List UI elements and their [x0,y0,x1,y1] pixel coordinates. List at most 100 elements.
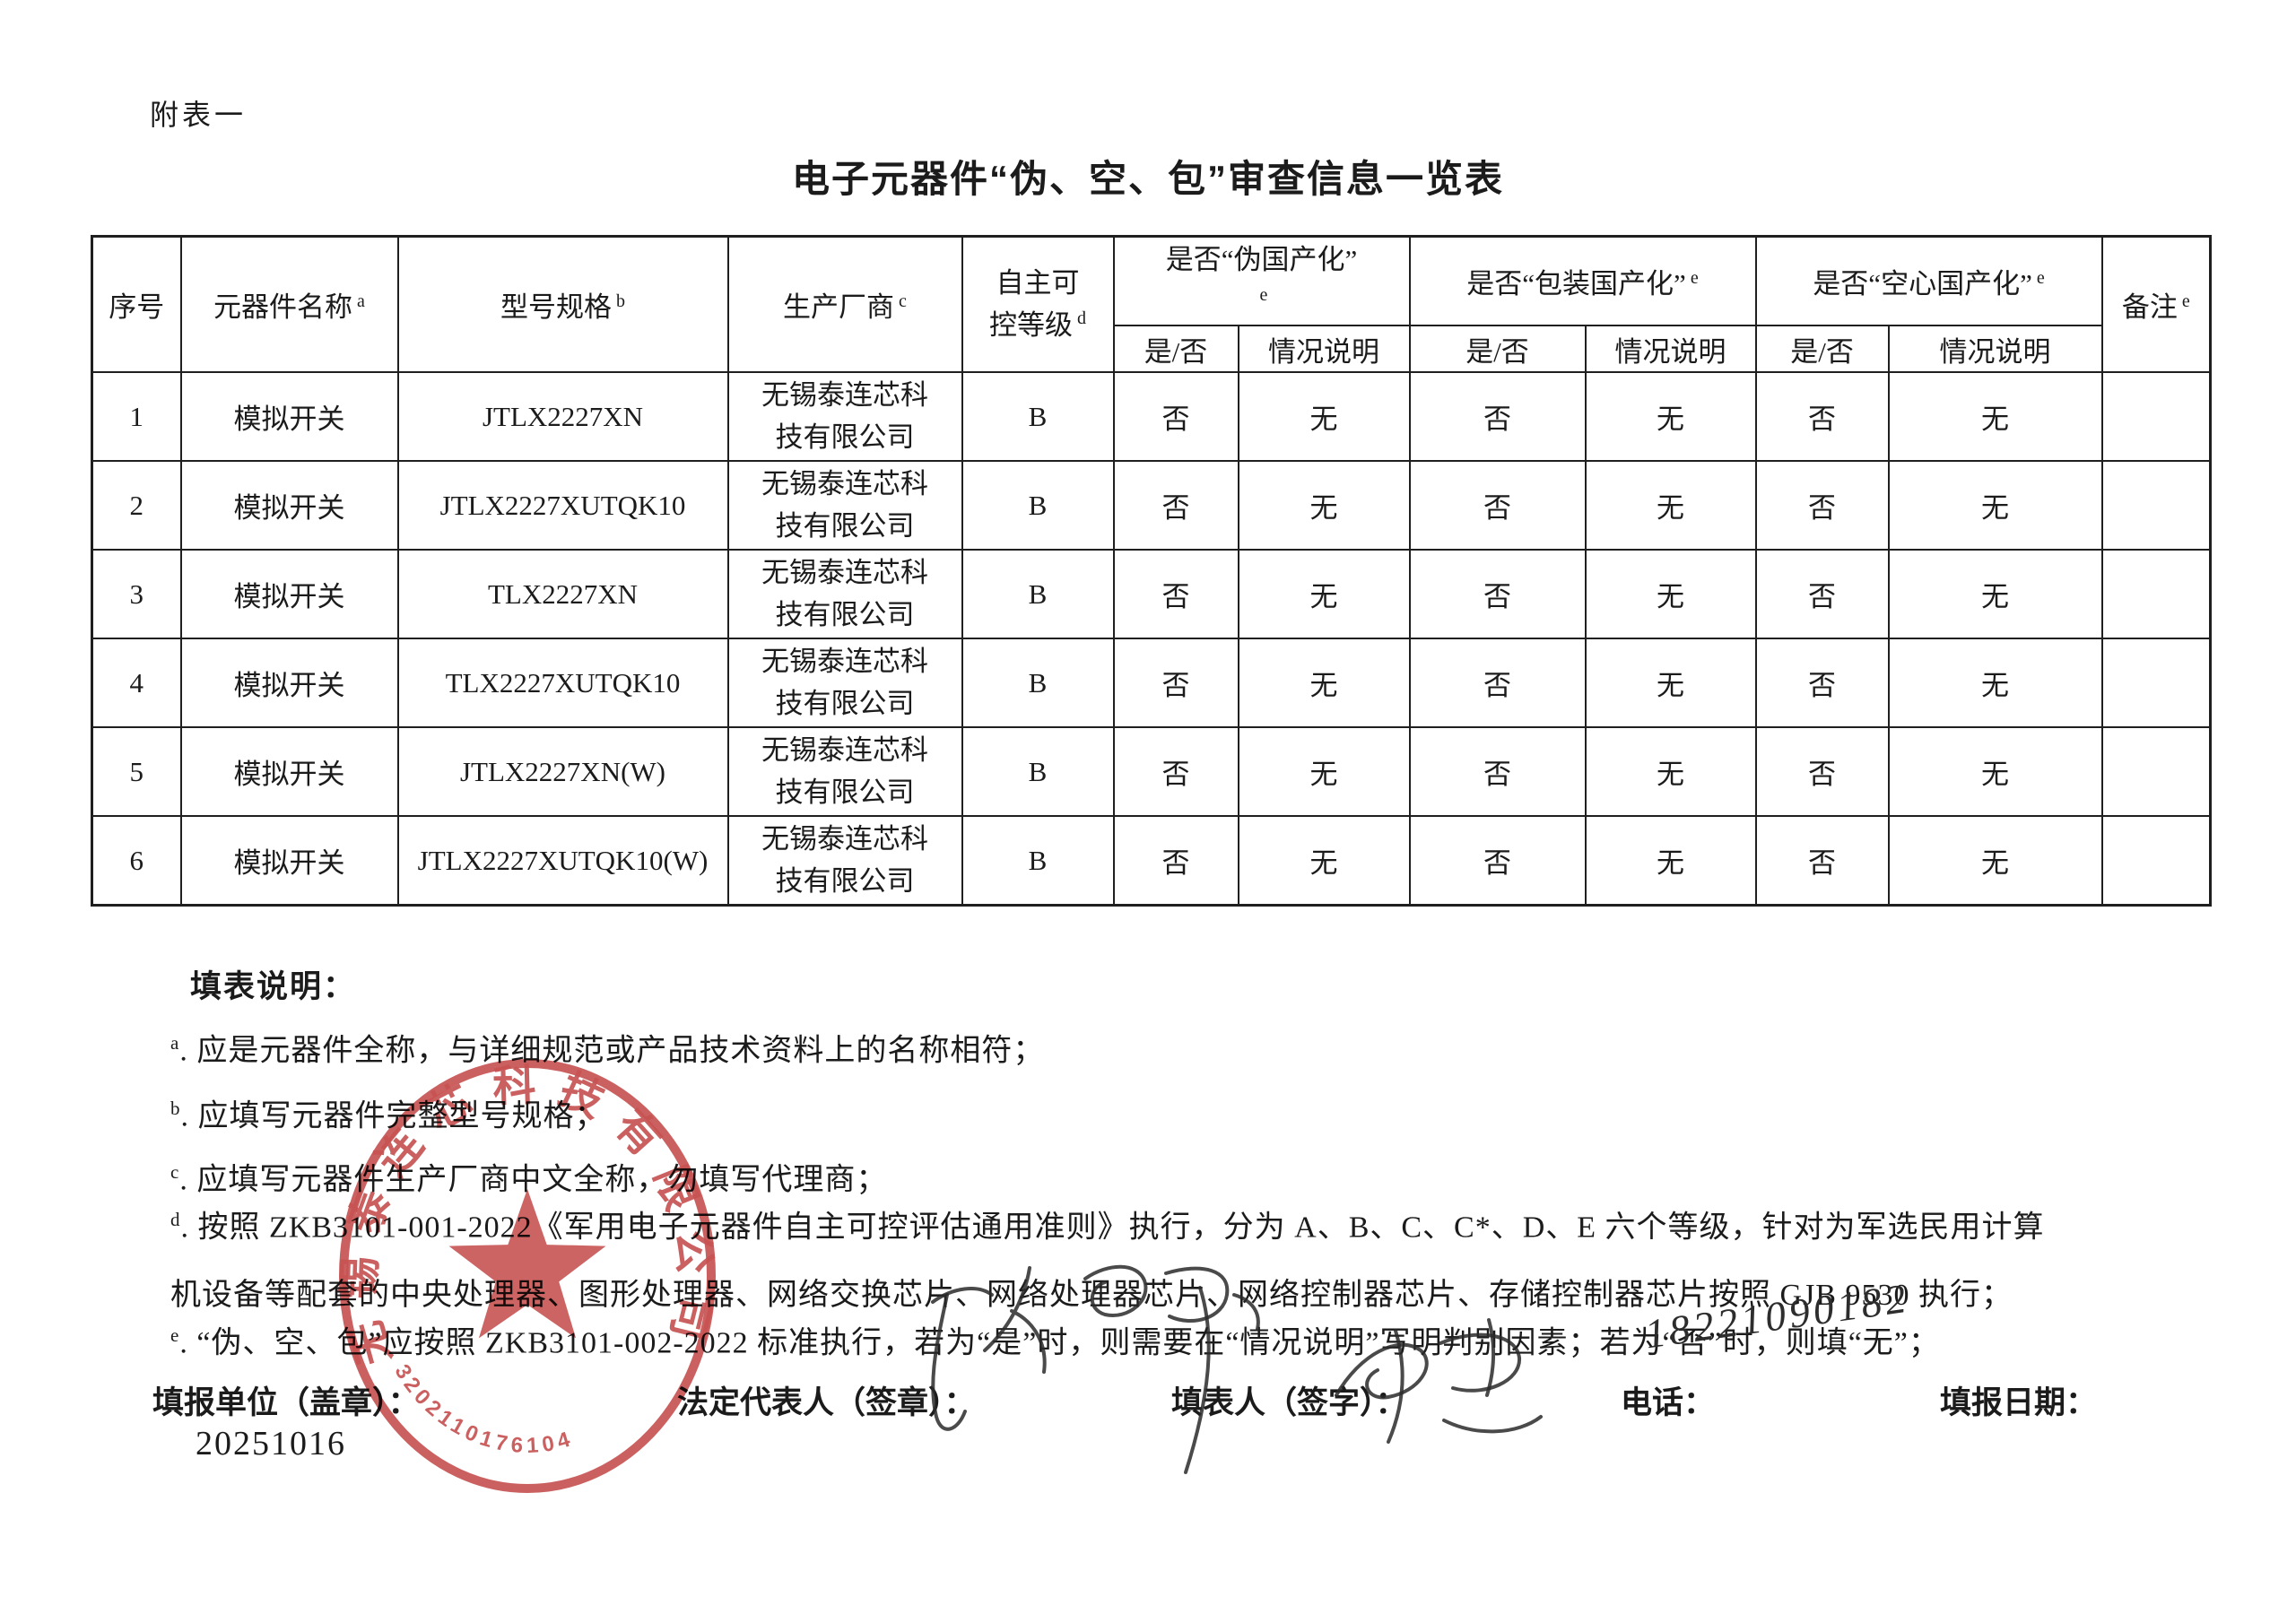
footnote-ref-e: e [1690,267,1699,288]
header-cell-fake-note: 情况说明 [1237,325,1411,373]
cell-index: 5 [91,726,182,817]
footnote-ref-d: d [1077,308,1086,329]
cell-fake-note: 无 [1237,815,1411,907]
cell-index: 6 [91,815,182,907]
cell-pkg-note: 无 [1584,371,1757,462]
header-cell-component-name: 元器件名称 a [179,235,399,373]
notes-heading: 填表说明： [190,969,357,1004]
header-row-groups: 序号 元器件名称 a 型号规格 b 生产厂商 c 自主可 控等级 d 是否“伪国产化” … [91,235,2212,373]
cell-model: JTLX2227XUTQK10(W) [396,815,729,907]
seal-ring [339,1059,716,1493]
cell-control-level: B [961,815,1115,907]
cell-model: TLX2227XN [396,549,729,639]
company-seal: 无锡泰连芯科技有限公司 3202110176104 [336,1059,716,1493]
header-cell-hollow-note: 情况说明 [1887,325,2103,373]
phone-label: 电话： [1621,1385,1716,1420]
cell-index: 1 [91,371,182,462]
cell-control-level: B [961,726,1115,817]
cell-fake-yn: 否 [1112,371,1239,462]
seal-star-icon [448,1189,606,1339]
cell-manufacturer: 无锡泰连芯科 技有限公司 [726,549,963,639]
cell-hollow-note: 无 [1887,638,2103,728]
cell-fake-note: 无 [1237,460,1411,551]
note-c: c. 应填写元器件生产厂商中文全称，勿填写代理商； [170,1161,888,1197]
cell-remark [2100,371,2212,462]
cell-pkg-yn: 否 [1408,549,1587,639]
report-date-value: 20251016 [196,1425,346,1462]
cell-hollow-note: 无 [1887,460,2103,551]
cell-pkg-note: 无 [1584,726,1757,817]
cell-component-name: 模拟开关 [179,815,399,907]
note-d: d. 按照 ZKB3101-001-2022《军用电子元器件自主可控评估通用准则… [170,1209,2045,1313]
form-filler-label: 填表人（签字）： [1171,1385,1407,1420]
header-cell-fake-yn: 是/否 [1112,325,1239,373]
header-cell-index: 序号 [91,235,182,373]
cell-component-name: 模拟开关 [179,460,399,551]
cell-index: 2 [91,460,182,551]
cell-control-level: B [961,371,1115,462]
cell-component-name: 模拟开关 [179,638,399,728]
cell-pkg-yn: 否 [1408,726,1587,817]
table-row: 4 模拟开关 TLX2227XUTQK10 无锡泰连芯科 技有限公司 B 否 无… [91,638,2212,728]
header-row-sub: 是/否 情况说明 是/否 情况说明 是/否 情况说明 [92,325,2211,373]
cell-index: 4 [91,638,182,728]
cell-fake-yn: 否 [1112,549,1239,639]
cell-remark [2100,460,2212,551]
cell-remark [2100,638,2212,728]
footnote-marker-a: a [170,1032,180,1054]
cell-remark [2100,726,2212,817]
cell-hollow-note: 无 [1887,726,2103,817]
cell-hollow-yn: 否 [1754,726,1890,817]
cell-hollow-yn: 否 [1754,549,1890,639]
cell-model: JTLX2227XN [396,371,729,462]
header-group-fake-localization: 是否“伪国产化” e [1112,235,1411,326]
header-cell-remark: 备注 e [2100,235,2212,373]
note-a: a. 应是元器件全称，与详细规范或产品技术资料上的名称相符； [170,1032,1045,1068]
cell-hollow-yn: 否 [1754,460,1890,551]
appendix-tag: 附表一 [150,99,248,131]
footnote-marker-e: e [170,1324,180,1346]
cell-fake-note: 无 [1237,638,1411,728]
header-cell-manufacturer: 生产厂商 c [726,235,963,373]
footnote-ref-a: a [357,291,365,311]
cell-hollow-yn: 否 [1754,638,1890,728]
cell-pkg-note: 无 [1584,460,1757,551]
cell-component-name: 模拟开关 [179,549,399,639]
header-cell-pkg-note: 情况说明 [1584,325,1757,373]
cell-model: JTLX2227XN(W) [396,726,729,817]
header-group-hollow-localization: 是否“空心国产化” e [1754,235,2103,326]
review-table: 序号 元器件名称 a 型号规格 b 生产厂商 c 自主可 控等级 d 是否“伪国产化” … [91,235,2213,907]
cell-model: TLX2227XUTQK10 [396,638,729,728]
cell-hollow-yn: 否 [1754,815,1890,907]
cell-fake-yn: 否 [1112,815,1239,907]
cell-manufacturer: 无锡泰连芯科 技有限公司 [726,726,963,817]
cell-hollow-note: 无 [1887,371,2103,462]
table-row: 2 模拟开关 JTLX2227XUTQK10 无锡泰连芯科 技有限公司 B 否 … [91,460,2212,551]
cell-pkg-note: 无 [1584,638,1757,728]
cell-fake-note: 无 [1237,726,1411,817]
table-row: 5 模拟开关 JTLX2227XN(W) 无锡泰连芯科 技有限公司 B 否 无 … [91,726,2212,817]
cell-remark [2100,549,2212,639]
page-title: 电子元器件“伪、空、包”审查信息一览表 [791,158,1504,200]
header-cell-hollow-yn: 是/否 [1754,325,1890,373]
table-row: 3 模拟开关 TLX2227XN 无锡泰连芯科 技有限公司 B 否 无 否 无 … [91,549,2212,639]
legal-representative-label: 法定代表人（签章）： [677,1385,976,1420]
footnote-ref-e: e [1259,285,1268,306]
cell-manufacturer: 无锡泰连芯科 技有限公司 [726,371,963,462]
cell-pkg-note: 无 [1584,549,1757,639]
header-cell-model: 型号规格 b [396,235,729,373]
cell-pkg-note: 无 [1584,815,1757,907]
cell-control-level: B [961,549,1115,639]
cell-fake-note: 无 [1237,549,1411,639]
footnote-marker-c: c [170,1161,180,1183]
header-group-package-localization: 是否“包装国产化” e [1408,235,1757,326]
footnote-ref-c: c [899,291,907,311]
footnote-ref-e: e [2036,267,2045,288]
cell-manufacturer: 无锡泰连芯科 技有限公司 [726,638,963,728]
header-cell-control-level: 自主可 控等级 d [961,235,1115,373]
footnote-ref-b: b [616,291,625,311]
cell-fake-yn: 否 [1112,638,1239,728]
cell-manufacturer: 无锡泰连芯科 技有限公司 [726,815,963,907]
cell-control-level: B [961,638,1115,728]
